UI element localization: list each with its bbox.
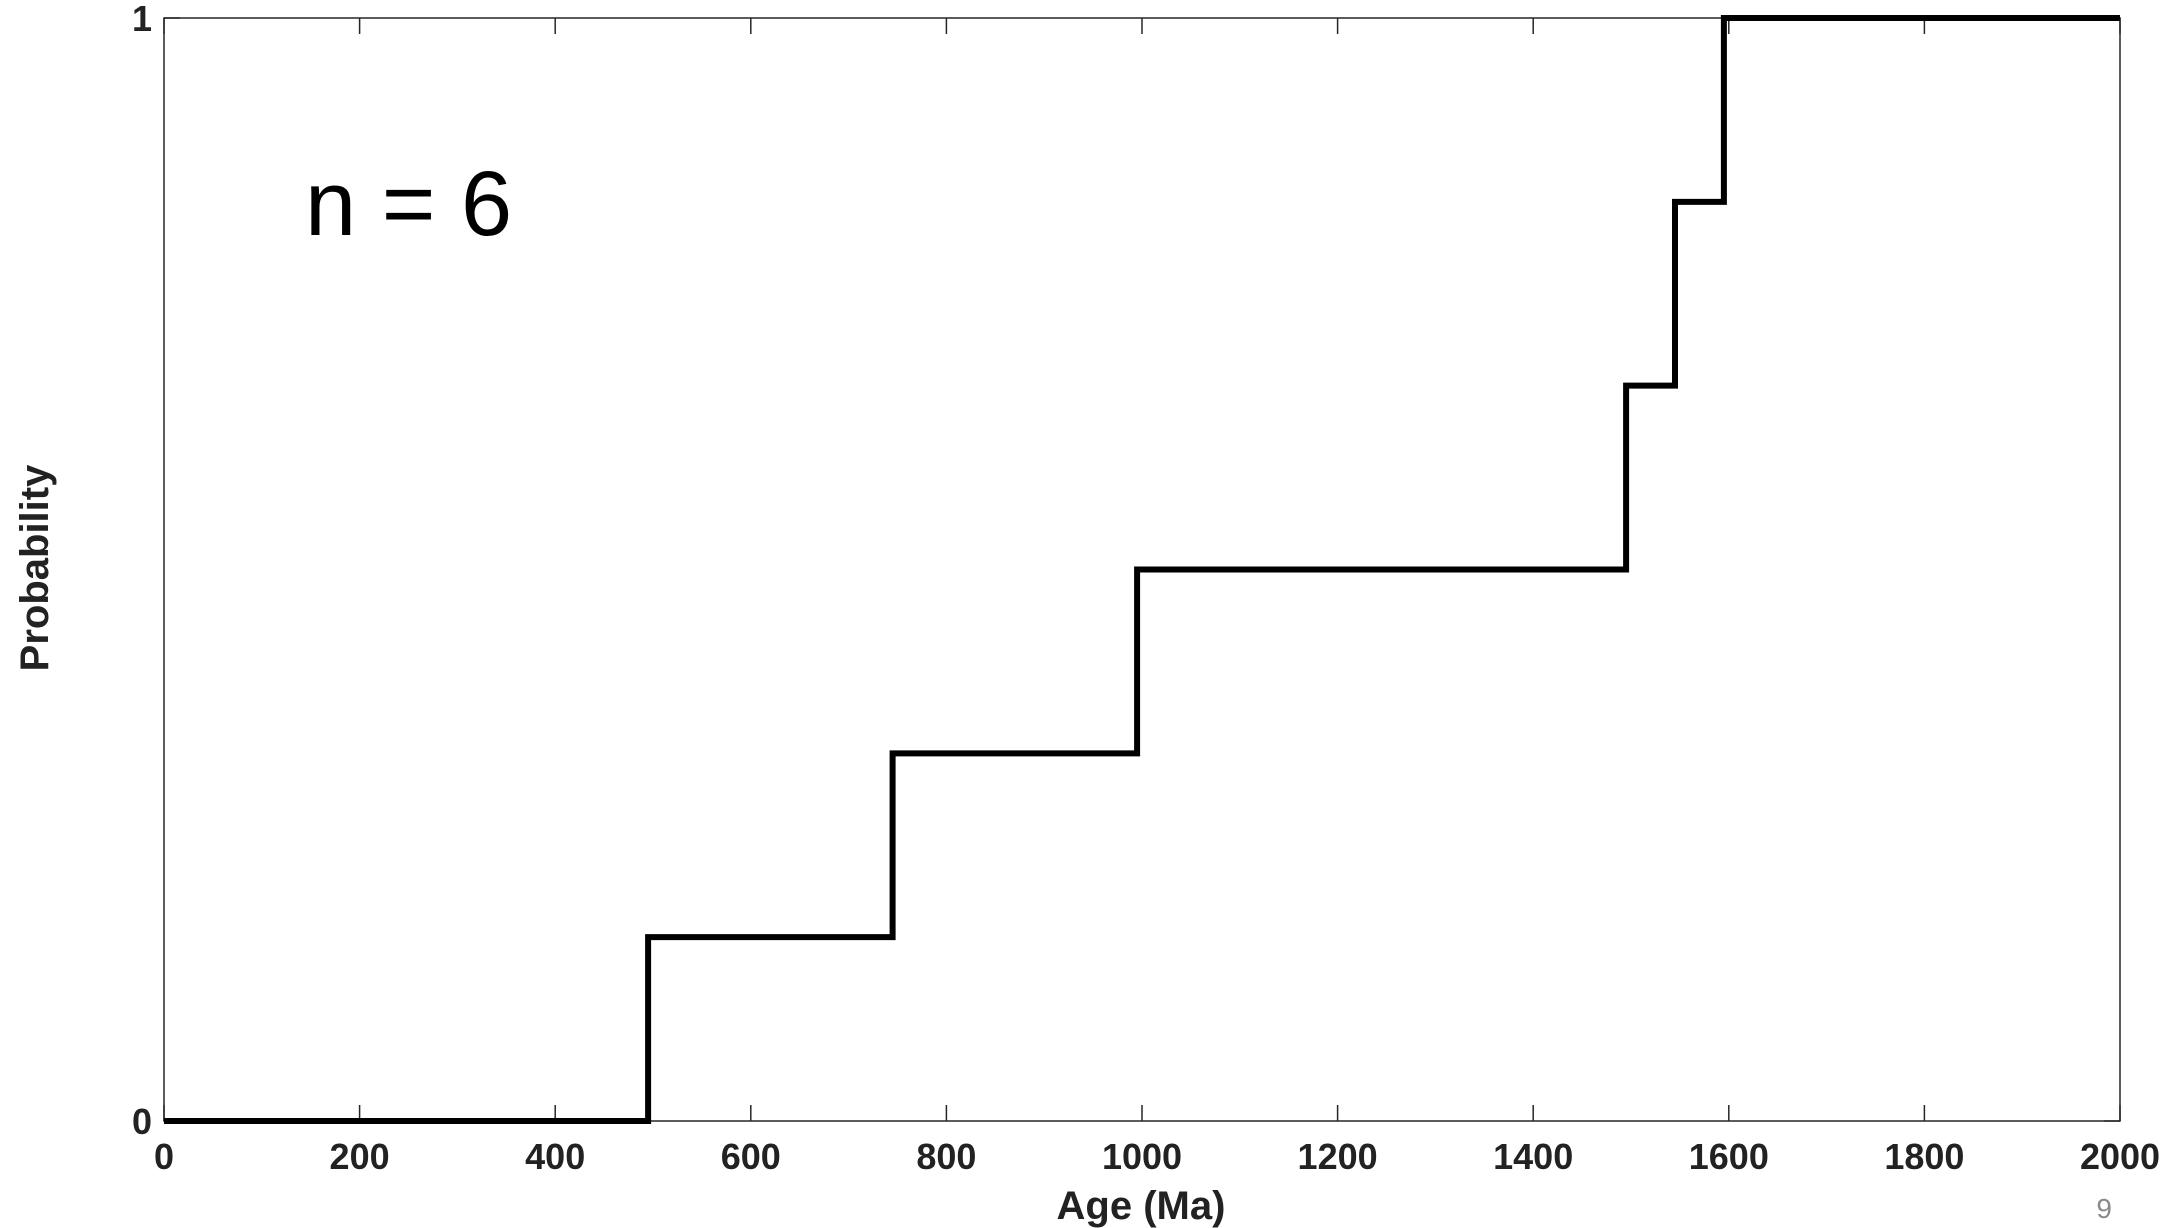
x-tick-label: 1000 (1102, 1136, 1182, 1177)
x-tick-label: 0 (154, 1136, 174, 1177)
y-tick-label: 1 (132, 0, 152, 39)
page-number: 9 (2096, 1193, 2112, 1224)
x-tick-label: 1400 (1493, 1136, 1573, 1177)
y-tick-label: 0 (132, 1101, 152, 1142)
x-tick-label: 200 (330, 1136, 390, 1177)
sample-size-annotation: n = 6 (305, 153, 512, 255)
y-axis-label: Probability (13, 464, 57, 671)
x-tick-label: 1800 (1884, 1136, 1964, 1177)
x-tick-label: 1200 (1298, 1136, 1378, 1177)
x-tick-label: 600 (721, 1136, 781, 1177)
x-axis-label: Age (Ma) (1057, 1184, 1226, 1228)
cdf-step-line (164, 15, 2120, 1124)
series-layer (164, 15, 2120, 1124)
x-tick-label: 400 (525, 1136, 585, 1177)
x-tick-label: 800 (916, 1136, 976, 1177)
x-axis-ticks: 0 200 400 600 800 1000 1200 1400 1600 1800 2000 (154, 18, 2160, 1177)
x-tick-label: 2000 (2080, 1136, 2160, 1177)
x-tick-label: 1600 (1689, 1136, 1769, 1177)
